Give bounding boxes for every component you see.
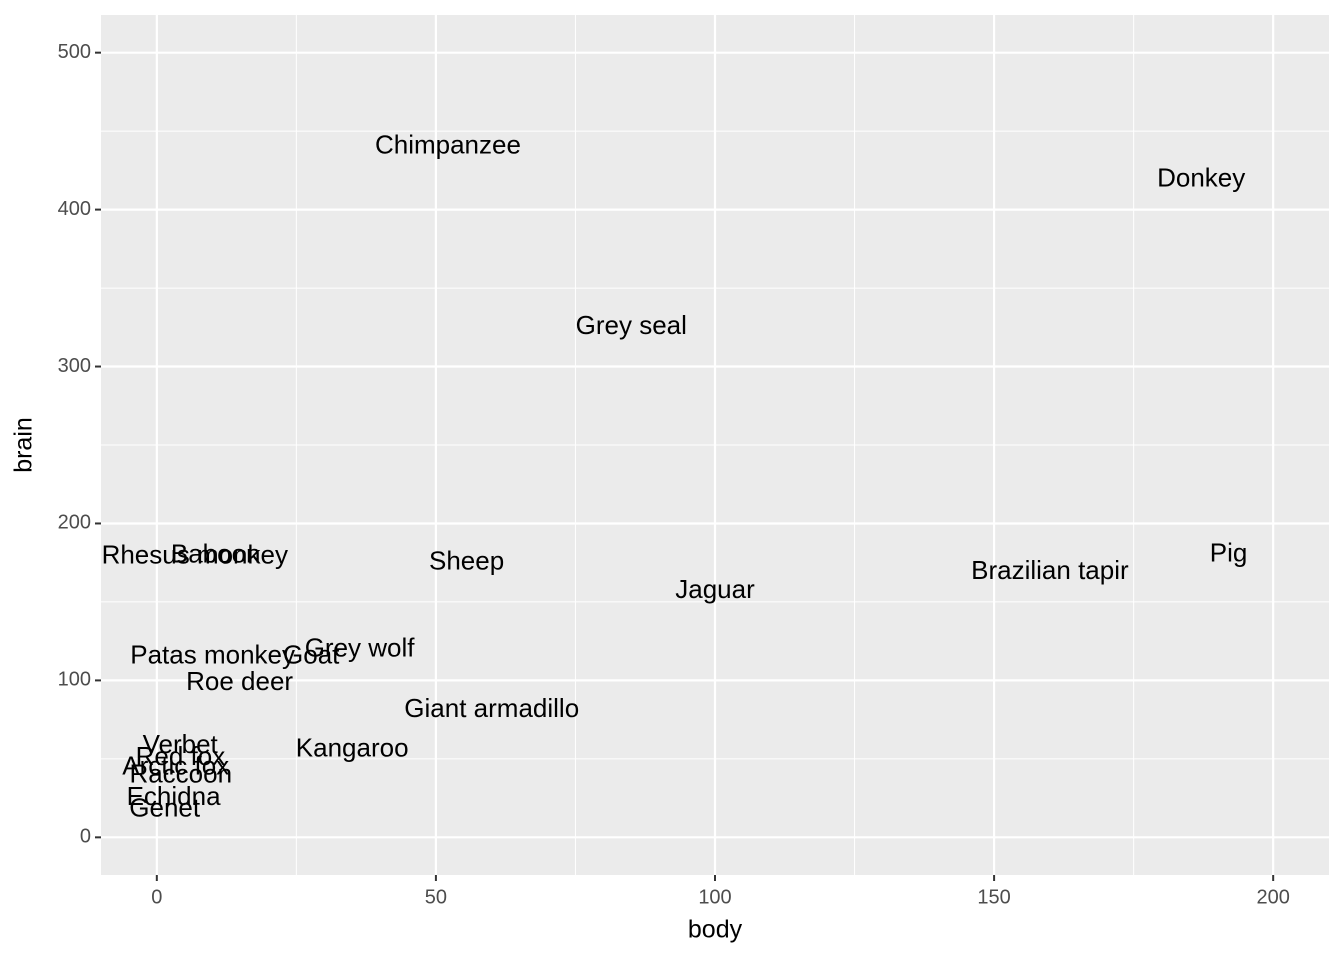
y-tick-label: 200 (58, 512, 91, 534)
x-tick-label: 150 (977, 886, 1010, 908)
x-tick-label: 0 (151, 886, 162, 908)
point-label: Patas monkey (130, 640, 295, 670)
point-label: Baboon (171, 539, 261, 569)
point-label: Giant armadillo (404, 693, 579, 723)
point-label: Raccoon (129, 759, 232, 789)
point-label: Grey seal (576, 310, 687, 340)
point-label: Jaguar (675, 574, 755, 604)
point-label: Roe deer (186, 666, 293, 696)
x-tick-label: 50 (425, 886, 447, 908)
point-label: Goat (283, 640, 340, 670)
point-label: Grey wolf (305, 633, 416, 663)
y-tick-label: 500 (58, 41, 91, 63)
y-tick-label: 400 (58, 198, 91, 220)
y-tick-label: 300 (58, 355, 91, 377)
x-tick-label: 100 (698, 886, 731, 908)
y-tick-label: 0 (80, 826, 91, 848)
point-label: Donkey (1157, 163, 1245, 193)
y-tick-label: 100 (58, 669, 91, 691)
point-label: Chimpanzee (375, 130, 521, 160)
point-label: Echidna (127, 781, 221, 811)
point-label: Kangaroo (296, 732, 409, 762)
point-label: Rhesus monkey (102, 539, 288, 569)
point-label: Brazilian tapir (971, 555, 1129, 585)
point-label: Red fox (136, 741, 226, 771)
point-label: Arctic fox (122, 750, 229, 780)
point-label: Pig (1210, 538, 1248, 568)
y-axis-title: brain (10, 417, 38, 473)
x-axis-title: body (688, 916, 743, 944)
x-tick-label: 200 (1256, 886, 1289, 908)
point-label: Sheep (429, 546, 504, 576)
point-label: Verbet (143, 729, 219, 759)
point-label: Genet (129, 793, 201, 823)
